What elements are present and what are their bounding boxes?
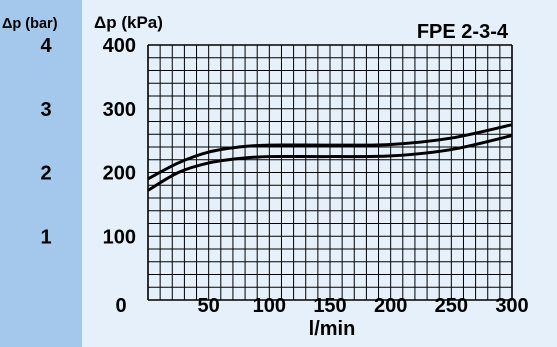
y2-tick-label: 4 — [40, 35, 52, 57]
x-axis-title: l/min — [309, 318, 356, 340]
bar-axis-band — [0, 0, 82, 347]
y-tick-label: 100 — [103, 226, 136, 248]
chart-title: FPE 2-3-4 — [417, 21, 509, 43]
tick-labels: 0 50 100 150 200 250 300 100 200 300 400 1 2 3 4 — [40, 35, 528, 317]
y-tick-label: 400 — [103, 35, 136, 57]
y2-axis-title: Δp (bar) — [2, 16, 58, 32]
y-axis-title: Δp (kPa) — [94, 13, 163, 32]
x-tick-label: 100 — [253, 295, 286, 317]
x-tick-label: 250 — [435, 295, 468, 317]
x-tick-label: 50 — [198, 295, 220, 317]
grid — [147, 44, 513, 301]
x-tick-label: 150 — [313, 295, 346, 317]
x-tick-label: 0 — [115, 295, 126, 317]
y2-tick-label: 3 — [40, 99, 51, 121]
y-tick-label: 300 — [103, 99, 136, 121]
y-tick-label: 200 — [103, 163, 136, 185]
curve-2 — [147, 134, 513, 192]
x-tick-label: 200 — [374, 295, 407, 317]
curves — [147, 123, 513, 192]
x-tick-label: 300 — [495, 295, 528, 317]
y2-tick-label: 2 — [40, 163, 51, 185]
y2-tick-label: 1 — [40, 226, 51, 248]
curve-1 — [147, 123, 513, 181]
